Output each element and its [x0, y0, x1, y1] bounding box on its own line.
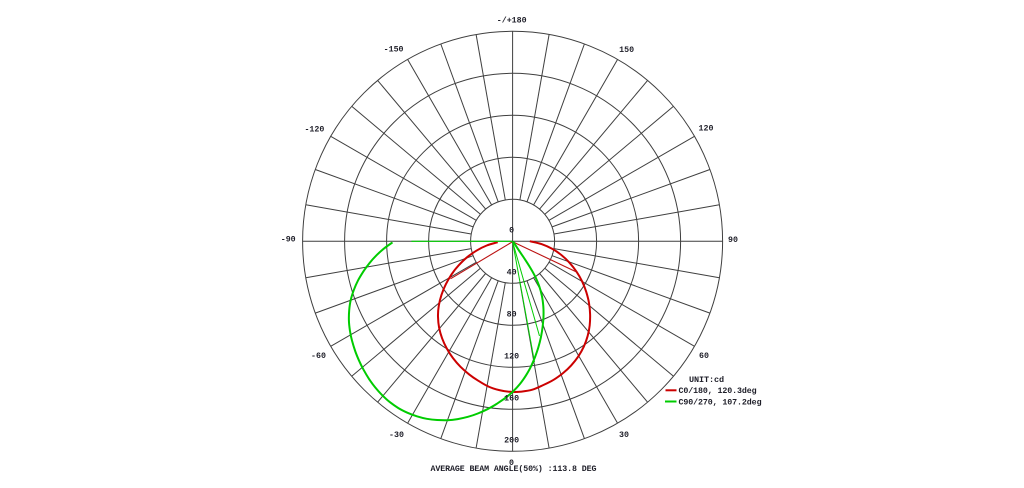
svg-text:120: 120 [504, 353, 519, 362]
svg-text:150: 150 [619, 46, 634, 55]
svg-text:80: 80 [507, 311, 517, 320]
svg-text:30: 30 [619, 431, 629, 440]
svg-text:-150: -150 [384, 46, 404, 55]
svg-text:-/+180: -/+180 [497, 16, 527, 26]
svg-text:-90: -90 [281, 235, 296, 244]
svg-text:UNIT:cd: UNIT:cd [689, 375, 724, 385]
svg-text:200: 200 [504, 437, 519, 446]
svg-text:90: 90 [728, 236, 738, 245]
svg-text:AVERAGE BEAM ANGLE(50%) :113.8: AVERAGE BEAM ANGLE(50%) :113.8 DEG [431, 464, 597, 474]
svg-text:C90/270, 107.2deg: C90/270, 107.2deg [679, 398, 762, 408]
svg-text:40: 40 [507, 269, 517, 278]
svg-text:120: 120 [699, 125, 714, 134]
svg-text:0: 0 [509, 459, 514, 468]
svg-text:0: 0 [509, 227, 514, 236]
svg-text:-30: -30 [389, 431, 404, 440]
svg-text:C0/180, 120.3deg: C0/180, 120.3deg [679, 386, 757, 396]
svg-text:160: 160 [504, 395, 519, 404]
svg-text:-60: -60 [311, 352, 326, 361]
svg-text:-120: -120 [304, 125, 324, 134]
svg-text:60: 60 [699, 352, 709, 361]
